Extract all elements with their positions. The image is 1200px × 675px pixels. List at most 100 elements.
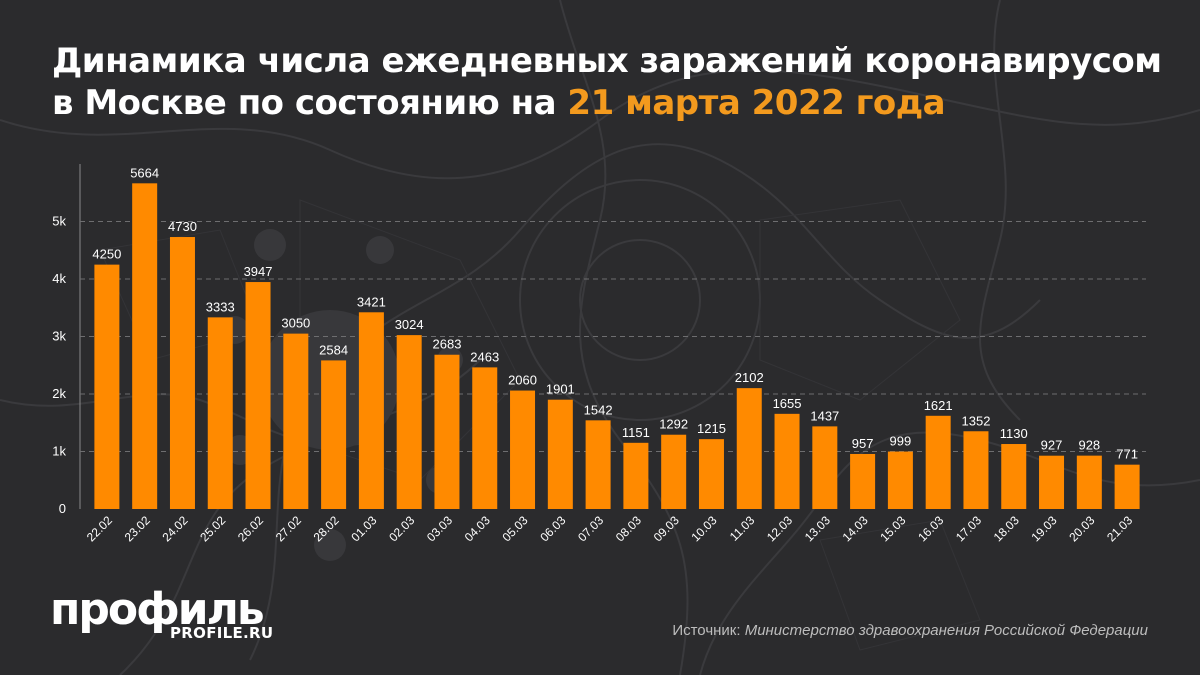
bar — [358, 312, 384, 509]
y-tick-label: 3k — [52, 329, 66, 344]
bar — [1114, 464, 1140, 509]
bar-value-label: 771 — [1116, 447, 1138, 462]
x-tick-label: 11.03 — [727, 513, 758, 544]
bar-value-label: 928 — [1078, 438, 1100, 453]
x-tick-label: 21.03 — [1104, 513, 1135, 544]
bar-value-label: 3947 — [244, 264, 273, 279]
bar — [925, 415, 951, 509]
bar-value-label: 957 — [852, 436, 874, 451]
bar — [812, 426, 838, 509]
x-tick-label: 13.03 — [802, 513, 833, 544]
x-tick-label: 28.02 — [311, 513, 342, 544]
bar — [661, 434, 687, 509]
bar-value-label: 5664 — [130, 165, 159, 180]
bar-value-label: 1292 — [659, 417, 688, 432]
bar-value-label: 927 — [1041, 438, 1063, 453]
source-text: Министерство здравоохранения Российской … — [744, 622, 1148, 639]
bar-value-label: 1130 — [1000, 426, 1028, 441]
bar-value-label: 1901 — [546, 382, 575, 397]
bar — [850, 453, 876, 509]
x-tick-label: 04.03 — [462, 513, 493, 544]
title-prefix: в Москве по состоянию на — [52, 83, 568, 123]
bar — [887, 451, 913, 509]
x-tick-label: 20.03 — [1066, 513, 1097, 544]
bar-value-label: 2102 — [735, 370, 764, 385]
bar — [472, 367, 498, 509]
bar — [963, 431, 989, 509]
bar — [283, 333, 309, 509]
bar-value-label: 3333 — [206, 299, 235, 314]
bar-value-label: 1655 — [773, 396, 802, 411]
bar-value-label: 2683 — [433, 337, 462, 352]
bar — [169, 237, 195, 509]
x-tick-label: 27.02 — [273, 513, 304, 544]
x-tick-label: 19.03 — [1029, 513, 1060, 544]
bar-value-label: 1621 — [924, 398, 953, 413]
bar — [510, 390, 536, 509]
bar — [736, 388, 762, 509]
source-label: Источник: — [672, 622, 745, 639]
y-tick-label: 2k — [52, 386, 66, 401]
x-tick-label: 22.02 — [84, 513, 115, 544]
title-line-2: в Москве по состоянию на 21 марта 2022 г… — [52, 82, 1162, 124]
bar — [396, 335, 422, 509]
bar-value-label: 2584 — [319, 342, 348, 357]
y-tick-label: 4k — [52, 271, 66, 286]
x-tick-label: 16.03 — [915, 513, 946, 544]
x-tick-label: 05.03 — [500, 513, 531, 544]
x-tick-label: 03.03 — [424, 513, 455, 544]
x-tick-label: 23.02 — [122, 513, 153, 544]
x-tick-label: 06.03 — [537, 513, 568, 544]
bar-value-label: 4250 — [92, 247, 121, 262]
bar — [774, 413, 800, 509]
x-tick-label: 12.03 — [764, 513, 795, 544]
bar-value-label: 1437 — [810, 408, 839, 423]
x-tick-label: 25.02 — [197, 513, 228, 544]
bar-value-label: 1151 — [622, 425, 650, 440]
bar — [132, 183, 158, 509]
bar — [698, 439, 724, 509]
x-tick-label: 10.03 — [688, 513, 719, 544]
bar-value-label: 3050 — [281, 316, 310, 331]
bar — [207, 317, 233, 509]
x-tick-label: 02.03 — [386, 513, 417, 544]
bar-value-label: 1542 — [584, 402, 613, 417]
y-tick-label: 0 — [59, 501, 66, 516]
logo-url: PROFILE.RU — [170, 624, 274, 642]
bar — [434, 354, 460, 509]
bar — [1039, 455, 1065, 509]
y-tick-label: 5k — [52, 214, 66, 229]
bar-value-label: 4730 — [168, 219, 197, 234]
bar — [1001, 444, 1027, 509]
x-tick-label: 14.03 — [840, 513, 871, 544]
bar-value-label: 1352 — [962, 413, 991, 428]
bar — [623, 442, 649, 509]
bar-value-label: 2463 — [470, 349, 499, 364]
x-tick-label: 07.03 — [575, 513, 606, 544]
x-tick-label: 09.03 — [651, 513, 682, 544]
bar — [1076, 455, 1102, 509]
bar — [321, 360, 347, 509]
bar-value-label: 3024 — [395, 317, 424, 332]
bar — [245, 282, 271, 509]
title-date-highlight: 21 марта 2022 года — [567, 83, 946, 123]
y-tick-label: 1k — [52, 444, 66, 459]
bar-value-label: 999 — [890, 434, 912, 449]
title-line-1: Динамика числа ежедневных заражений коро… — [52, 41, 1162, 81]
x-tick-label: 26.02 — [235, 513, 266, 544]
x-tick-label: 01.03 — [348, 513, 379, 544]
x-tick-label: 15.03 — [877, 513, 908, 544]
bar — [547, 399, 573, 509]
chart-title: Динамика числа ежедневных заражений коро… — [52, 40, 1162, 124]
profile-logo[interactable]: профиль PROFILE.RU — [50, 588, 273, 643]
x-tick-label: 18.03 — [991, 513, 1022, 544]
x-tick-label: 08.03 — [613, 513, 644, 544]
x-tick-label: 24.02 — [159, 513, 190, 544]
bar-value-label: 1215 — [697, 421, 726, 436]
bar-value-label: 3421 — [357, 294, 386, 309]
bar — [94, 264, 120, 509]
x-tick-label: 17.03 — [953, 513, 984, 544]
bar-value-label: 2060 — [508, 373, 537, 388]
source-note: Источник: Министерство здравоохранения Р… — [672, 622, 1148, 639]
